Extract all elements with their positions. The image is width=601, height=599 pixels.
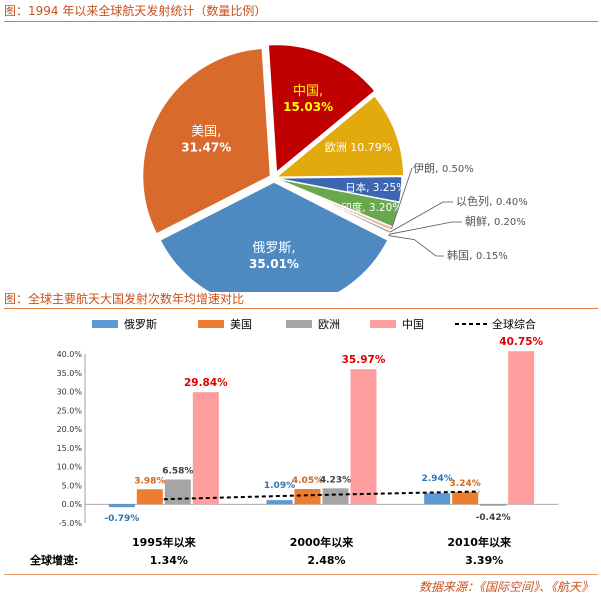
global-growth-label: 全球增速: (29, 553, 78, 567)
y-tick-label: 30.0% (57, 388, 83, 397)
bar-label-usa-2: 4.05% (292, 476, 323, 486)
bar-usa-3 (452, 492, 479, 505)
bar-label-russia-1: -0.79% (104, 514, 139, 524)
legend-swatch-russia (92, 320, 118, 328)
y-tick-label: 10.0% (57, 463, 83, 472)
bar-russia-2 (266, 500, 293, 505)
legend-label-global: 全球综合 (492, 317, 536, 331)
pie-russia-label: 俄罗斯, (252, 241, 295, 256)
legend-label-russia: 俄罗斯 (124, 318, 157, 331)
bar-china-3 (508, 351, 535, 505)
pie-nkorea-label: 朝鲜, 0.20% (465, 214, 526, 228)
global-trend-line (163, 490, 480, 501)
bar-label-usa-3: 3.24% (450, 479, 481, 489)
bar-label-europe-1: 6.58% (162, 467, 193, 477)
bar-label-europe-2: 4.23% (320, 475, 351, 485)
pie-iran-label: 伊朗, 0.50% (413, 162, 474, 175)
bar-europe-1 (164, 479, 191, 505)
pie-chart-title: 图：1994 年以来全球航天发射统计（数量比例） (4, 4, 267, 18)
legend-swatch-europe (286, 320, 312, 328)
pie-usa-label: 美国, (191, 124, 221, 139)
bar-label-russia-2: 1.09% (264, 481, 295, 491)
pie-india-label: 印度, 3.20% (341, 201, 402, 214)
pie-skorea-leader (388, 235, 444, 257)
bar-chart: 俄罗斯 美国 欧洲 中国 全球综合 -5.0% 0.0% 5.0% 10.0% 15.0% 20.0… (29, 317, 558, 567)
pie-china-label: 中国, (293, 84, 323, 99)
legend-swatch-usa (198, 320, 224, 328)
bar-russia-3 (424, 493, 451, 505)
global-growth-value: 3.39% (465, 554, 503, 567)
y-tick-label: 15.0% (57, 444, 83, 453)
y-tick-label: 5.0% (62, 481, 83, 490)
legend-label-china: 中国 (402, 318, 424, 331)
y-tick-label: 35.0% (57, 369, 83, 378)
bar-russia-1 (108, 504, 135, 508)
bar-label-europe-3: -0.42% (476, 513, 511, 523)
y-tick-label: 0.0% (62, 500, 83, 509)
source-rule (4, 574, 598, 575)
y-tick-label: -5.0% (59, 519, 83, 528)
bar-usa-1 (136, 489, 163, 505)
bar-europe-2 (322, 488, 349, 505)
pie-title-rule (4, 21, 598, 22)
pie-israel-leader (389, 201, 453, 233)
bar-label-usa-1: 3.98% (134, 476, 165, 486)
data-source: 数据来源：《国际空间》、《航天》 (418, 580, 593, 594)
x-category-label: 2010年以来 (447, 535, 512, 549)
y-tick-label: 20.0% (57, 425, 83, 434)
pie-usa-value: 31.47% (181, 140, 231, 154)
bar-chart-title: 图：全球主要航天大国发射次数年均增速对比 (4, 292, 245, 306)
bar-label-china-3: 40.75% (499, 336, 543, 348)
pie-chart: 俄罗斯,35.01% 美国,31.47% 中国,15.03% 欧洲 10.79% 日本,… (141, 43, 528, 292)
bar-china-2 (350, 369, 377, 505)
legend-label-usa: 美国 (230, 318, 252, 331)
x-category-label: 1995年以来 (132, 535, 197, 549)
y-tick-label: 40.0% (57, 350, 83, 359)
bar-usa-2 (294, 489, 321, 505)
pie-nkorea-leader (388, 221, 462, 235)
y-tick-label: 25.0% (57, 406, 83, 415)
pie-europe-label: 欧洲 10.79% (325, 141, 392, 154)
pie-china-value: 15.03% (283, 100, 333, 114)
bar-label-china-1: 29.84% (184, 377, 228, 389)
global-growth-value: 2.48% (307, 554, 345, 567)
legend-label-europe: 欧洲 (318, 318, 340, 331)
bar-china-1 (192, 392, 219, 505)
x-category-label: 2000年以来 (290, 535, 355, 549)
bar-label-russia-3: 2.94% (422, 474, 453, 484)
pie-japan-label: 日本, 3.25% (345, 181, 406, 194)
pie-slice-usa (141, 47, 272, 236)
pie-slice-china (267, 43, 377, 175)
pie-slice-europe (273, 94, 405, 179)
pie-slice-russia (158, 181, 390, 292)
pie-israel-label: 以色列, 0.40% (456, 194, 528, 208)
pie-iran-leader (391, 167, 413, 229)
pie-skorea-label: 韩国, 0.15% (447, 248, 508, 262)
legend-swatch-china (370, 320, 396, 328)
bar-europe-3 (480, 504, 507, 506)
global-growth-value: 1.34% (150, 554, 188, 567)
bar-title-rule (4, 308, 598, 309)
bar-label-china-2: 35.97% (342, 354, 386, 366)
pie-russia-value: 35.01% (249, 257, 299, 271)
pie-slice-skorea (273, 177, 390, 238)
